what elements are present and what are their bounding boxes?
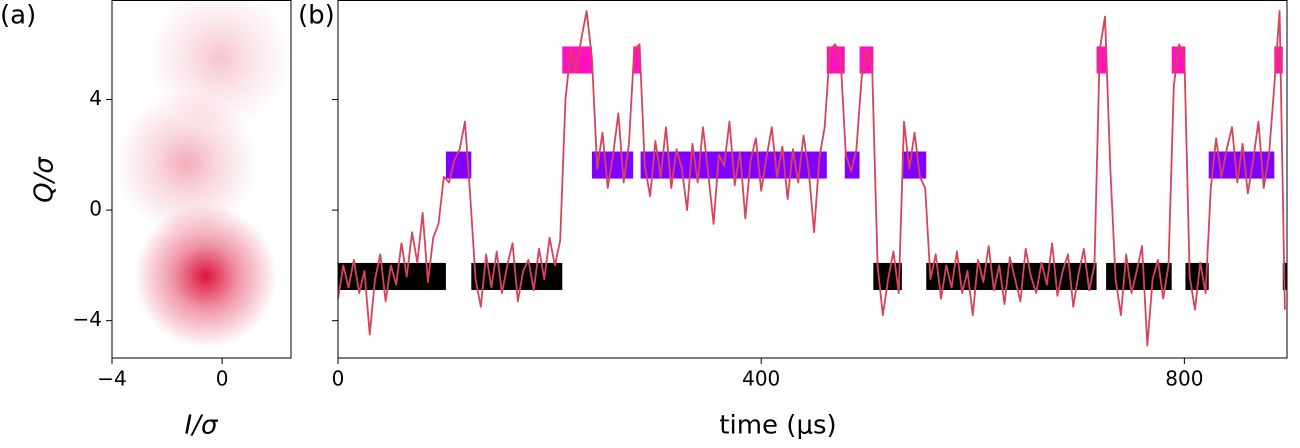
state-segment (1171, 46, 1186, 74)
panel-label: (a) (0, 1, 36, 31)
axes-frame (111, 0, 292, 359)
x-tick-label: −4 (97, 367, 126, 391)
y-tick-label: 4 (89, 86, 102, 110)
state-segment (1096, 46, 1107, 74)
x-axis-label: I/σ (185, 411, 219, 441)
y-axis-label: Q/σ (30, 156, 60, 203)
axes-frame (337, 0, 1288, 359)
plot-area (114, 0, 291, 349)
x-tick-label: 800 (1165, 367, 1203, 391)
x-tick-label: 400 (742, 367, 780, 391)
plot-area (338, 10, 1287, 347)
y-tick-label: 0 (89, 197, 102, 221)
density-blob (134, 204, 278, 349)
state-segment (1274, 46, 1283, 74)
state-segment (633, 46, 641, 74)
y-tick-label: −4 (73, 307, 102, 331)
x-tick-label: 0 (216, 367, 229, 391)
x-tick-label: 0 (332, 367, 345, 391)
state-segment (901, 151, 927, 179)
trace-line (338, 10, 1286, 347)
panel-label: (b) (298, 1, 335, 31)
density-blob (114, 91, 258, 235)
x-axis-label: time (μs) (719, 411, 836, 441)
